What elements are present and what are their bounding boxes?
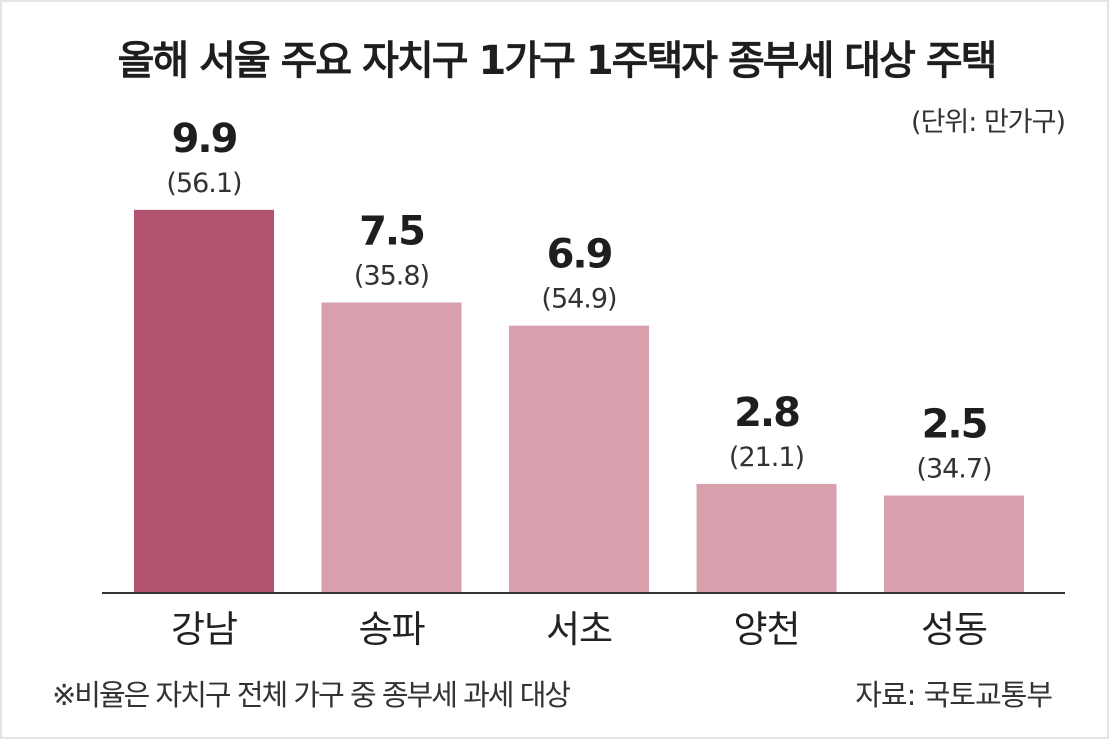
footnote: ※비율은 자치구 전체 가구 중 종부세 과세 대상 xyxy=(52,678,571,712)
source-note: 자료: 국토교통부 xyxy=(855,678,1053,712)
bar-1 xyxy=(134,209,274,593)
bar-2 xyxy=(321,302,462,592)
bar-3 xyxy=(509,325,649,592)
category-label-4: 양천 xyxy=(733,608,799,651)
bar-5 xyxy=(884,495,1024,592)
category-label-1: 강남 xyxy=(171,608,237,651)
unit-note: (단위: 만가구) xyxy=(911,107,1066,138)
bar-4 xyxy=(696,483,837,592)
chart-title: 올해 서울 주요 자치구 1가구 1주택자 종부세 대상 주택 xyxy=(117,38,998,84)
category-label-2: 송파 xyxy=(358,608,425,651)
value-label-1: 9.9 xyxy=(172,116,237,162)
bars-group xyxy=(134,209,1024,593)
ratio-label-1: (56.1) xyxy=(166,168,241,199)
value-label-4: 2.8 xyxy=(734,390,799,436)
value-label-5: 2.5 xyxy=(922,402,987,448)
value-label-2: 7.5 xyxy=(359,209,424,255)
labels-group: 9.9 (56.1) 강남 7.5 (35.8) 송파 6.9 (54.9) 서초 2.8 (21.… xyxy=(166,116,992,651)
value-label-3: 6.9 xyxy=(547,232,612,278)
category-label-3: 서초 xyxy=(546,608,612,651)
category-label-5: 성동 xyxy=(921,608,987,651)
ratio-label-4: (21.1) xyxy=(729,442,804,473)
ratio-label-3: (54.9) xyxy=(541,284,616,315)
ratio-label-2: (35.8) xyxy=(354,261,429,292)
ratio-label-5: (34.7) xyxy=(916,454,991,485)
